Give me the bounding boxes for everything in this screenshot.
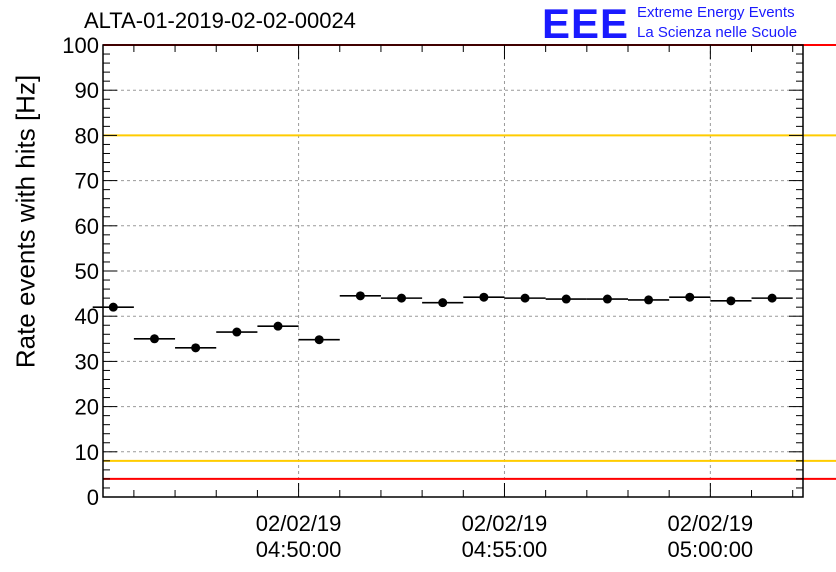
logo-subtitle-line2: La Scienza nelle Scuole [637,24,798,41]
data-point [685,292,695,302]
y-tick-label: 80 [75,123,99,148]
data-point [644,295,654,305]
x-tick-label-date: 02/02/19 [256,511,342,536]
y-tick-label: 60 [75,214,99,239]
y-tick-label: 0 [87,485,99,510]
data-point [149,334,159,344]
y-tick-label: 50 [75,259,99,284]
y-tick-label: 70 [75,169,99,194]
y-tick-label: 10 [75,440,99,465]
eee-logo: EEE Extreme Energy Events La Scienza nel… [540,0,836,48]
data-point [561,294,571,304]
data-point [767,293,777,303]
chart-title: ALTA-01-2019-02-02-00024 [84,8,356,33]
data-point [108,302,118,312]
x-tick-label-date: 02/02/19 [668,511,754,536]
data-point [602,294,612,304]
logo-subtitle-line1: Extreme Energy Events [637,4,795,21]
x-tick-label-time: 05:00:00 [668,537,754,562]
y-tick-label: 30 [75,349,99,374]
y-tick-label: 20 [75,395,99,420]
y-tick-label: 90 [75,78,99,103]
data-point [726,296,736,306]
data-point [191,343,201,353]
data-point [232,327,242,337]
x-tick-label-time: 04:55:00 [462,537,548,562]
eee-logo-mark: EEE [542,0,630,47]
data-point [355,291,365,301]
x-tick-label-date: 02/02/19 [462,511,548,536]
y-tick-label: 100 [62,33,99,58]
data-point [479,292,489,302]
data-point [273,321,283,331]
data-point [438,298,448,308]
data-point [314,335,324,345]
x-tick-label-time: 04:50:00 [256,537,342,562]
y-tick-label: 40 [75,304,99,329]
data-point [520,293,530,303]
data-point [397,293,407,303]
